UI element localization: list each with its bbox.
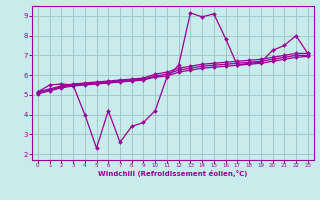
X-axis label: Windchill (Refroidissement éolien,°C): Windchill (Refroidissement éolien,°C) (98, 170, 247, 177)
